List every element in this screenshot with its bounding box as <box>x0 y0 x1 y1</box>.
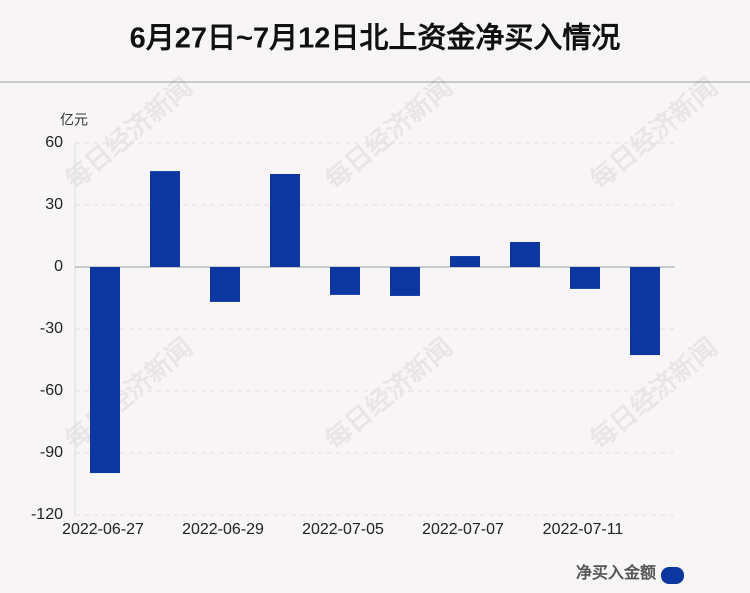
y-tick-label: -90 <box>40 444 63 461</box>
x-tick-label: 2022-07-11 <box>543 521 624 538</box>
chart-title: 6月27日~7月12日北上资金净买入情况 <box>130 21 621 55</box>
bar <box>90 267 120 474</box>
y-tick-label: 0 <box>54 258 63 275</box>
y-tick-label: -30 <box>40 320 63 337</box>
bar <box>510 241 540 267</box>
y-tick-label: -60 <box>40 382 63 399</box>
y-unit: 亿元 <box>60 112 88 128</box>
bar <box>450 256 480 267</box>
bar <box>570 267 600 289</box>
bar <box>390 267 420 296</box>
bar <box>150 171 180 267</box>
x-tick-label: 2022-06-27 <box>62 521 144 538</box>
y-tick-label: 30 <box>45 196 63 213</box>
legend-swatch <box>661 567 684 584</box>
x-tick-label: 2022-07-05 <box>302 521 384 538</box>
y-tick-label: 60 <box>45 134 63 151</box>
bar <box>210 267 240 302</box>
x-tick-label: 2022-06-29 <box>182 521 264 538</box>
bar <box>630 267 660 356</box>
x-tick-label: 2022-07-07 <box>422 521 504 538</box>
bar <box>270 174 300 267</box>
bar <box>330 267 360 295</box>
legend-label: 净买入金额 <box>576 563 656 582</box>
y-tick-label: -120 <box>31 506 63 523</box>
